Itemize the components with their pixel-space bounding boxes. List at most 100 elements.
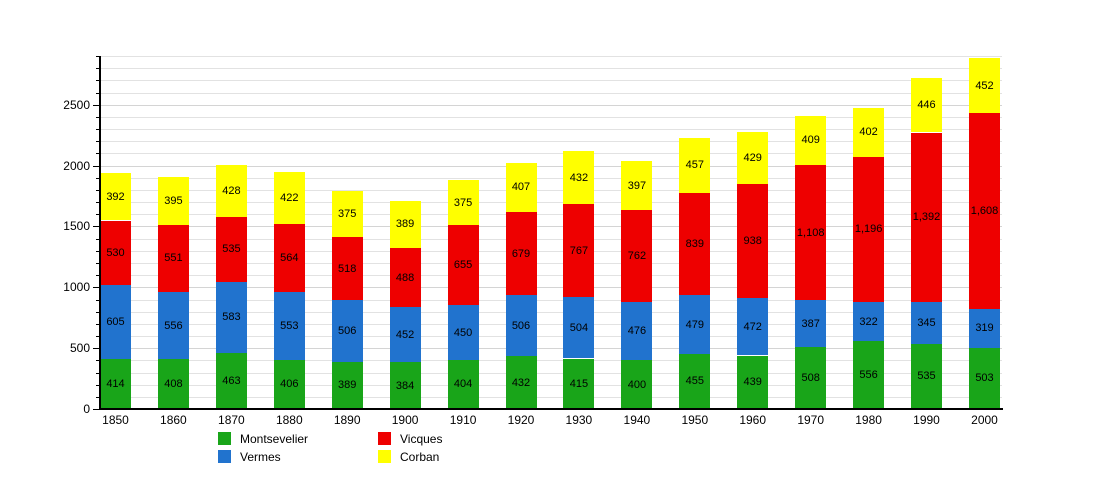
y-axis-minor-tick	[96, 116, 100, 118]
bar-value-label: 375	[453, 196, 473, 209]
bar-value-label: 551	[164, 252, 183, 265]
bar-segment-vicques	[389, 247, 421, 308]
bar-value-label: 530	[106, 246, 125, 259]
bar-segment-vermes	[621, 302, 653, 361]
bar-segment-vermes	[215, 281, 247, 353]
bar-value-label: 556	[164, 319, 183, 332]
major-gridline	[101, 104, 1002, 106]
bar-value-label: 553	[280, 319, 299, 332]
x-axis-label: 1950	[681, 413, 709, 427]
bar-value-label: 322	[859, 315, 878, 328]
y-axis-major-tick	[93, 287, 100, 289]
bar-value-label: 415	[569, 377, 589, 390]
minor-gridline	[101, 116, 1002, 118]
bar-value-label: 518	[338, 262, 357, 275]
minor-gridline	[101, 92, 1002, 94]
bar-segment-corban	[563, 151, 595, 204]
bar-segment-corban	[737, 131, 769, 184]
bar-value-label: 452	[395, 328, 415, 341]
minor-gridline	[101, 275, 1002, 277]
x-axis-label: 1860	[160, 413, 187, 427]
minor-gridline	[101, 214, 1002, 216]
bar-segment-montsevelier	[911, 343, 942, 409]
bar-segment-vermes	[389, 307, 421, 363]
y-axis-minor-tick	[96, 202, 100, 204]
bar-value-label: 503	[975, 372, 994, 385]
bar-segment-corban	[969, 58, 1000, 114]
bar-segment-montsevelier	[679, 353, 711, 409]
bar-value-label: 476	[627, 325, 647, 338]
y-axis-minor-tick	[96, 177, 100, 179]
x-axis-label: 1970	[797, 413, 825, 427]
minor-gridline	[101, 141, 1002, 143]
bar-value-label: 407	[511, 181, 531, 194]
minor-gridline	[101, 250, 1002, 252]
bar-segment-vermes	[563, 297, 595, 359]
bar-segment-vermes	[969, 309, 1000, 348]
x-axis-label: 1880	[275, 413, 303, 427]
bar-value-label: 392	[106, 190, 125, 203]
y-axis-minor-tick	[96, 275, 100, 277]
minor-gridline	[101, 384, 1002, 386]
minor-gridline	[101, 56, 1002, 58]
bar-value-label: 1,196	[854, 223, 883, 236]
minor-gridline	[101, 360, 1002, 362]
y-axis-major-tick	[93, 165, 100, 167]
bar-value-label: 432	[511, 376, 531, 389]
y-axis-major-tick	[93, 104, 100, 106]
bar-segment-vicques	[911, 132, 942, 302]
bar-value-label: 488	[395, 271, 415, 284]
bar-value-label: 387	[801, 317, 820, 330]
bar-segment-corban	[157, 176, 189, 225]
legend-swatch-vicques	[378, 432, 391, 445]
y-axis-minor-tick	[96, 92, 100, 94]
minor-gridline	[101, 396, 1002, 398]
bar-segment-vicques	[679, 193, 711, 296]
legend-label: Corban	[400, 450, 440, 464]
x-axis-label: 1910	[449, 413, 477, 427]
y-axis-minor-tick	[96, 238, 100, 240]
major-gridline	[101, 165, 1002, 167]
bar-segment-montsevelier	[737, 355, 769, 409]
bar-value-label: 556	[859, 369, 878, 382]
bar-value-label: 400	[627, 378, 647, 391]
bar-segment-vermes	[679, 295, 711, 354]
major-gridline	[101, 348, 1002, 350]
bar-segment-vermes	[100, 285, 131, 359]
bar-segment-corban	[215, 164, 247, 217]
x-axis-line	[99, 408, 1003, 410]
bar-segment-vicques	[447, 225, 479, 306]
bar-segment-vicques	[563, 203, 595, 298]
bar-segment-montsevelier	[215, 352, 247, 409]
bar-segment-vermes	[737, 298, 769, 356]
bar-value-label: 655	[453, 259, 473, 272]
bar-segment-vicques	[621, 209, 653, 303]
y-axis-minor-tick	[96, 250, 100, 252]
bar-value-label: 1,392	[912, 211, 941, 224]
bar-value-label: 397	[627, 179, 647, 192]
bar-segment-corban	[273, 172, 305, 224]
bar-value-label: 319	[975, 322, 994, 335]
bar-value-label: 506	[338, 324, 357, 337]
bar-value-label: 535	[222, 243, 241, 256]
bar-segment-corban	[505, 162, 537, 213]
bar-segment-montsevelier	[389, 362, 421, 409]
y-axis-tick-label: 1500	[63, 219, 90, 234]
bar-value-label: 450	[453, 326, 473, 339]
legend-swatch-corban	[378, 450, 391, 463]
minor-gridline	[101, 299, 1002, 301]
bar-segment-montsevelier	[853, 341, 885, 409]
bar-segment-corban	[447, 179, 479, 226]
bar-segment-vermes	[795, 300, 827, 348]
bar-value-label: 439	[743, 376, 762, 389]
bar-value-label: 767	[569, 244, 589, 257]
bar-value-label: 457	[685, 159, 704, 172]
bar-segment-corban	[100, 172, 131, 221]
bar-value-label: 535	[917, 370, 936, 383]
y-axis-major-tick	[93, 409, 100, 410]
y-axis-minor-tick	[96, 68, 100, 70]
y-axis-minor-tick	[96, 214, 100, 216]
bar-segment-vermes	[505, 294, 537, 357]
y-axis-tick-label: 500	[69, 341, 90, 356]
minor-gridline	[101, 311, 1002, 313]
